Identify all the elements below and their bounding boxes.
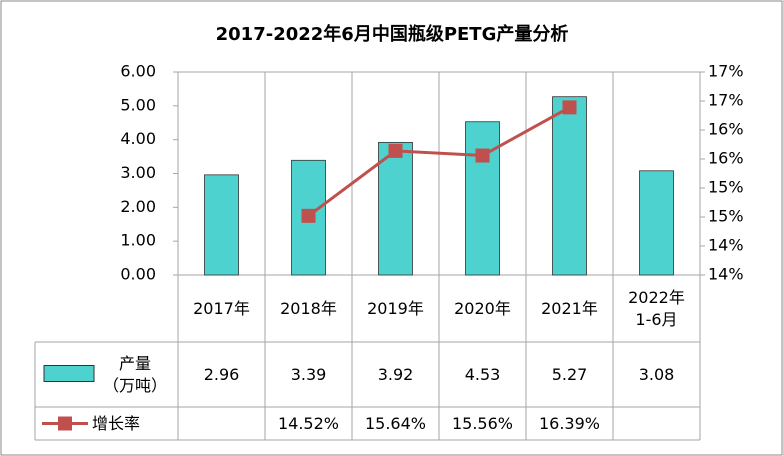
table-value: 5.27 xyxy=(551,364,588,384)
y-tick-label: 1.00 xyxy=(120,231,156,250)
legend-marker xyxy=(58,416,72,431)
y2-tick-label: 16% xyxy=(708,149,744,168)
y2-tick-label: 14% xyxy=(708,236,744,255)
y2-tick-label: 15% xyxy=(708,178,744,197)
y2-tick-label: 17% xyxy=(708,62,744,81)
table-value: 16.39% xyxy=(538,413,600,433)
marker xyxy=(562,100,577,115)
legend-swatch xyxy=(43,365,95,382)
y-tick-label: 2.00 xyxy=(120,197,156,216)
legend-label: 产量 （万吨） xyxy=(102,353,167,395)
x-tick-label: 2022年 1-6月 xyxy=(628,287,685,329)
y-tick-label: 6.00 xyxy=(120,62,156,81)
y-tick-label: 3.00 xyxy=(120,163,156,182)
marker xyxy=(301,208,316,223)
table-value: 3.39 xyxy=(290,364,327,384)
x-tick-label: 2021年 xyxy=(541,298,598,318)
bar xyxy=(552,96,587,276)
y2-tick-label: 16% xyxy=(708,120,744,139)
table-value: 15.64% xyxy=(364,413,426,433)
y-tick-label: 0.00 xyxy=(120,265,156,284)
chart-title: 2017-2022年6月中国瓶级PETG产量分析 xyxy=(216,23,569,45)
table-value: 3.92 xyxy=(377,364,414,384)
bar xyxy=(204,174,239,276)
y-tick-label: 5.00 xyxy=(120,95,156,114)
table-value: 15.56% xyxy=(451,413,513,433)
table-value: 4.53 xyxy=(464,364,501,384)
table-value: 14.52% xyxy=(277,413,339,433)
y2-tick-label: 14% xyxy=(708,265,744,284)
y2-tick-label: 17% xyxy=(708,91,744,110)
y2-tick-label: 15% xyxy=(708,207,744,226)
table-value: 2.96 xyxy=(203,364,240,384)
x-tick-label: 2018年 xyxy=(280,298,337,318)
marker xyxy=(475,148,490,163)
marker xyxy=(388,143,403,158)
y-tick-label: 4.00 xyxy=(120,129,156,148)
bar xyxy=(465,121,500,276)
x-tick-label: 2017年 xyxy=(193,298,250,318)
bar xyxy=(378,141,413,276)
x-tick-label: 2020年 xyxy=(454,298,511,318)
legend-label: 增长率 xyxy=(92,413,141,433)
x-tick-label: 2019年 xyxy=(367,298,424,318)
bar xyxy=(639,170,674,276)
line xyxy=(307,106,571,218)
table-value: 3.08 xyxy=(638,364,675,384)
